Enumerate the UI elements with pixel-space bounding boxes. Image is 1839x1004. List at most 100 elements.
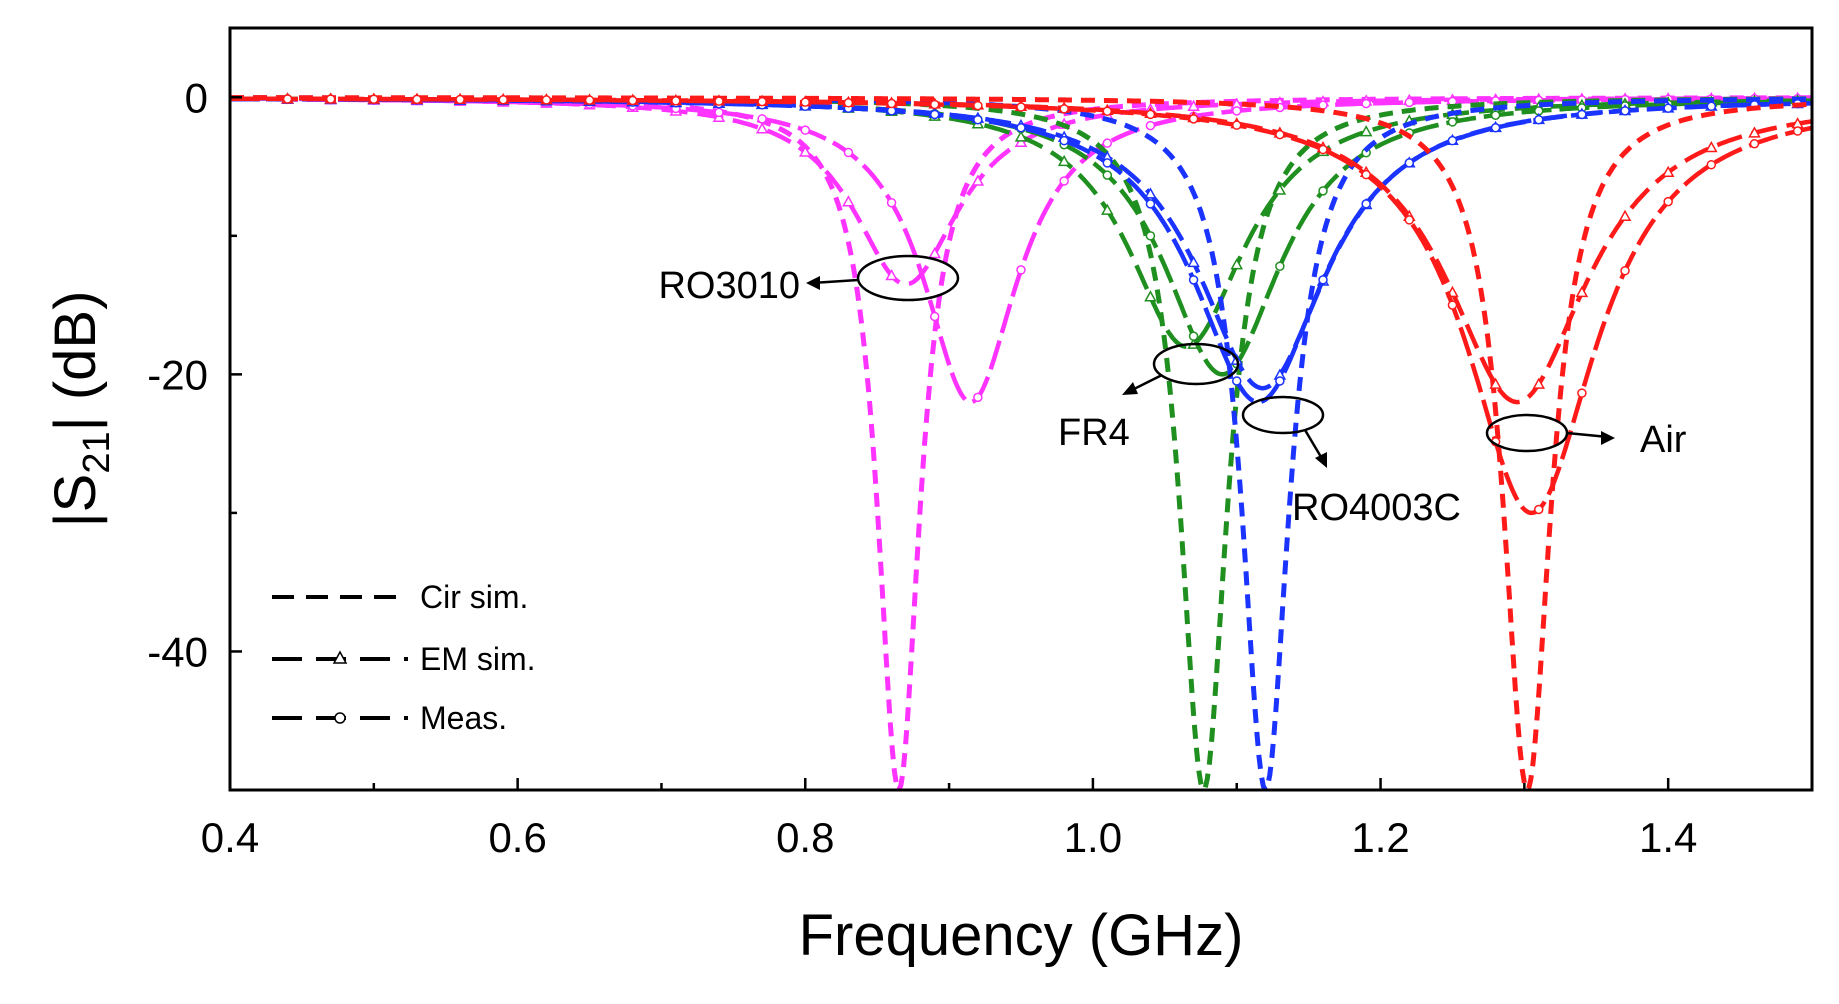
annotation-ellipse-ro4003c [1241,395,1325,435]
marker-air-meas [1792,126,1803,136]
marker-ro4003c-meas [1102,158,1113,168]
annotation-label-ro3010: RO3010 [658,265,800,307]
marker-ro4003c-meas [1361,199,1371,209]
legend-marker-triangle [332,650,348,664]
marker-air-meas [1231,120,1242,130]
marker-ro3010-meas [929,311,940,322]
marker-air-meas [455,94,465,105]
marker-air-meas [1102,106,1113,116]
marker-fr4-emsim [1144,290,1157,302]
marker-ro4003c-meas [1059,135,1069,146]
annotation-arrowhead-fr4 [1122,382,1138,395]
marker-fr4-emsim [1230,258,1244,270]
marker-air-emsim [1748,126,1761,138]
annotation-arrowhead-ro4003c [1315,452,1327,468]
marker-fr4-emsim [1359,125,1373,137]
annotation-label-air: Air [1640,419,1687,461]
marker-air-meas [584,95,595,105]
legend: Cir sim. EM sim. Meas. [272,579,536,736]
marker-ro4003c-meas [1706,101,1717,112]
marker-air-meas [973,100,983,111]
marker-air-emsim [1575,285,1589,298]
marker-ro3010-emsim [928,246,941,259]
y-axis-label-sub: 21 [76,431,118,473]
marker-air-meas [498,94,509,105]
marker-air-meas [1275,129,1285,140]
x-tick-label: 1.0 [1064,814,1122,861]
marker-air-meas [1533,504,1544,515]
marker-air-meas [1404,215,1415,225]
marker-air-meas [282,94,293,104]
curve-fr4-cirsim [230,95,1812,790]
marker-ro3010-meas [1231,106,1242,116]
marker-air-meas [1749,139,1760,149]
marker-air-meas [671,96,681,106]
y-axis-label: |S21| (dB) [43,291,118,528]
marker-air-emsim [1532,377,1546,389]
marker-ro4003c-meas [1490,123,1501,133]
marker-fr4-meas [1490,110,1501,120]
marker-air-meas [714,96,724,106]
marker-air-meas [325,94,336,104]
marker-ro4003c-meas [1318,275,1328,285]
marker-ro3010-meas [757,114,767,124]
marker-air-emsim [1705,141,1718,153]
annotation-arrowhead-ro3010 [806,276,820,290]
marker-ro4003c-meas [973,114,983,125]
marker-air-meas [412,94,422,105]
marker-ro4003c-meas [1447,135,1458,146]
marker-air-meas [1663,196,1673,207]
marker-air-meas [800,97,811,107]
legend-label-meas: Meas. [420,700,507,736]
marker-air-meas [1447,300,1458,310]
marker-fr4-meas [1447,117,1458,127]
marker-air-emsim [1661,165,1675,178]
marker-ro3010-meas [1059,176,1069,186]
marker-fr4-meas [1275,261,1285,271]
marker-ro3010-meas [843,147,854,158]
marker-ro3010-emsim [971,174,985,186]
curve-air-emsim [230,96,1812,405]
curve-fr4-meas [230,96,1812,377]
curve-ro4003c-cirsim [230,95,1812,790]
marker-air-meas [541,95,552,105]
marker-fr4-emsim [1014,130,1028,142]
legend-marker-circle [334,712,346,724]
marker-air-meas [1318,144,1328,155]
plot-frame [228,26,1814,792]
marker-ro4003c-meas [1663,103,1673,113]
marker-fr4-meas [1188,331,1199,341]
marker-ro4003c-meas [1620,106,1630,116]
annotation-ellipse-fr4 [1152,342,1240,386]
y-axis-label-main: |S [43,474,108,528]
x-tick-label: 1.4 [1639,814,1697,861]
legend-label-em-sim: EM sim. [420,641,536,677]
marker-fr4-emsim [1101,203,1114,215]
marker-ro4003c-emsim [1144,187,1157,199]
marker-ro3010-emsim [755,122,769,134]
marker-ro3010-meas [973,392,983,403]
marker-ro4003c-meas [1188,275,1199,285]
marker-air-meas [1361,169,1371,180]
marker-ro3010-emsim [1187,99,1200,112]
marker-ro3010-emsim [1014,135,1028,147]
marker-air-meas [1016,102,1026,112]
y-axis-label-tail: | (dB) [43,291,108,432]
marker-ro4003c-meas [1275,376,1285,386]
marker-air-emsim [1489,377,1502,389]
curve-ro4003c-meas [230,96,1812,405]
marker-ro3010-meas [1016,265,1026,275]
x-tick-label: 0.8 [776,814,834,861]
marker-fr4-meas [1102,170,1113,180]
x-axis: 0.4 0.6 0.8 1.0 1.2 1.4 [201,778,1814,861]
x-axis-label: Frequency (GHz) [799,903,1244,968]
marker-ro3010-meas [714,107,724,118]
curve-group [230,91,1812,790]
marker-air-meas [886,98,897,109]
annotation-ro4003c: RO4003C [1241,395,1461,529]
marker-ro3010-meas [1404,97,1415,108]
annotation-air: Air [1485,413,1687,461]
marker-air-meas [627,95,638,106]
marker-fr4-emsim [1057,154,1071,167]
marker-ro4003c-meas [1404,158,1415,168]
